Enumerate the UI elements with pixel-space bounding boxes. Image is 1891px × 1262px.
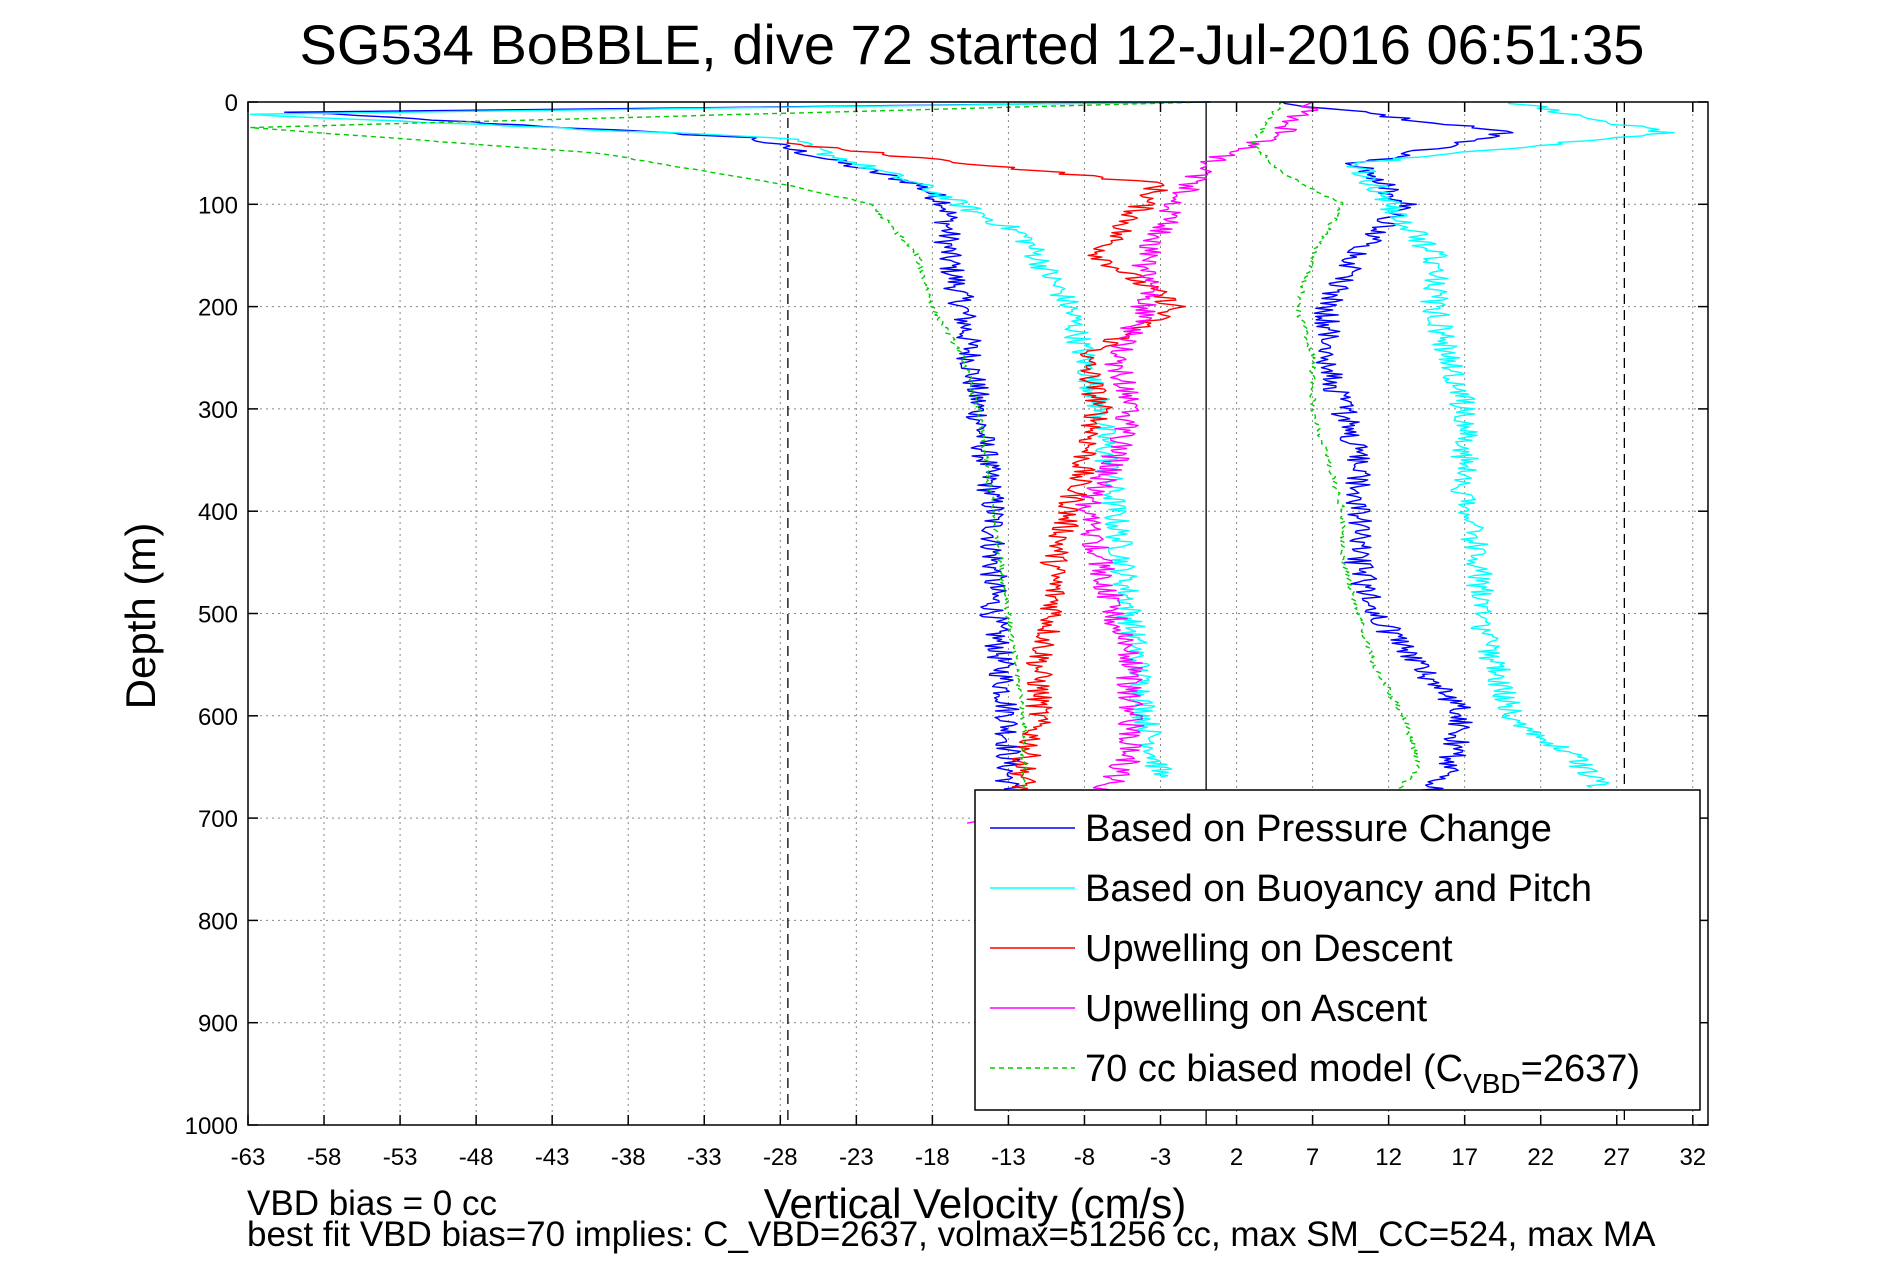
x-tick-label: -18	[915, 1144, 950, 1171]
x-tick-label: -13	[991, 1144, 1026, 1171]
legend-label: 70 cc biased model (CVBD=2637)	[1085, 1048, 1640, 1099]
y-tick-label: 700	[198, 806, 238, 833]
x-tick-label: -63	[231, 1144, 266, 1171]
x-tick-label: -8	[1074, 1144, 1095, 1171]
legend-label: Based on Pressure Change	[1085, 808, 1552, 850]
y-tick-label: 1000	[185, 1113, 238, 1140]
series-line-0-ascent	[1281, 101, 1514, 819]
legend-label-tail: =2637)	[1521, 1048, 1640, 1090]
series-line-1-descent	[249, 101, 1183, 778]
x-tick-label: -53	[383, 1144, 418, 1171]
series-line-1-ascent	[1346, 101, 1675, 789]
chart-title: SG534 BoBBLE, dive 72 started 12-Jul-201…	[300, 13, 1645, 76]
series-line-4-descent	[249, 101, 1209, 819]
y-tick-label: 500	[198, 602, 238, 629]
x-tick-label: 27	[1603, 1144, 1630, 1171]
y-tick-label: 800	[198, 908, 238, 935]
x-tick-label: -23	[839, 1144, 874, 1171]
x-tick-label: -28	[763, 1144, 798, 1171]
legend-label: Based on Buoyancy and Pitch	[1085, 868, 1592, 910]
x-tick-label: -33	[687, 1144, 722, 1171]
legend-label-text: Based on Buoyancy and Pitch	[1085, 868, 1592, 910]
y-tick-label: 300	[198, 397, 238, 424]
legend: Based on Pressure Change Based on Buoyanc…	[974, 789, 1701, 1111]
series-group	[249, 101, 1675, 824]
y-tick-label: 200	[198, 295, 238, 322]
series-line-0-descent	[284, 101, 1211, 819]
series-line-3-ascent	[966, 101, 1319, 824]
legend-label-text: Upwelling on Descent	[1085, 928, 1453, 970]
legend-label: Upwelling on Ascent	[1085, 988, 1428, 1030]
y-axis-label: Depth (m)	[117, 523, 164, 710]
footnote-best-fit: best fit VBD bias=70 implies: C_VBD=2637…	[247, 1215, 1656, 1254]
x-tick-label: 17	[1451, 1144, 1478, 1171]
y-tick-label: 100	[198, 192, 238, 219]
legend-label-text: Based on Pressure Change	[1085, 808, 1552, 850]
legend-label-text: 70 cc biased model (C	[1085, 1048, 1463, 1090]
x-tick-label: 12	[1375, 1144, 1402, 1171]
x-tick-label: 22	[1527, 1144, 1554, 1171]
plot-frame	[247, 101, 1709, 1126]
axes: -63 -58 -53 -48 -43 -38 -33 -28 -23 -18 -13 -8 -3 2 7 1…	[185, 90, 1709, 1171]
legend-label-text: Upwelling on Ascent	[1085, 988, 1428, 1030]
x-tick-label: -58	[307, 1144, 342, 1171]
series-line-2-descent	[786, 142, 1187, 819]
x-tick-label: -38	[611, 1144, 646, 1171]
y-tick-label: 600	[198, 704, 238, 731]
x-tick-label: -3	[1150, 1144, 1171, 1171]
x-tick-label: 2	[1230, 1144, 1243, 1171]
legend-box	[974, 789, 1701, 1111]
legend-label-subscript: VBD	[1463, 1068, 1521, 1099]
legend-label: Upwelling on Descent	[1085, 928, 1453, 970]
x-tick-label: 7	[1306, 1144, 1319, 1171]
y-tick-label: 400	[198, 499, 238, 526]
x-tick-label: -48	[459, 1144, 494, 1171]
x-tick-label: 32	[1679, 1144, 1706, 1171]
y-tick-label: 900	[198, 1011, 238, 1038]
footnote-vbd-bias: VBD bias = 0 cc	[247, 1184, 497, 1223]
series-line-4-ascent	[1250, 101, 1421, 819]
x-tick-label: -43	[535, 1144, 570, 1171]
y-tick-label: 0	[225, 90, 238, 117]
x-axis-label: Vertical Velocity (cm/s)	[764, 1180, 1186, 1227]
